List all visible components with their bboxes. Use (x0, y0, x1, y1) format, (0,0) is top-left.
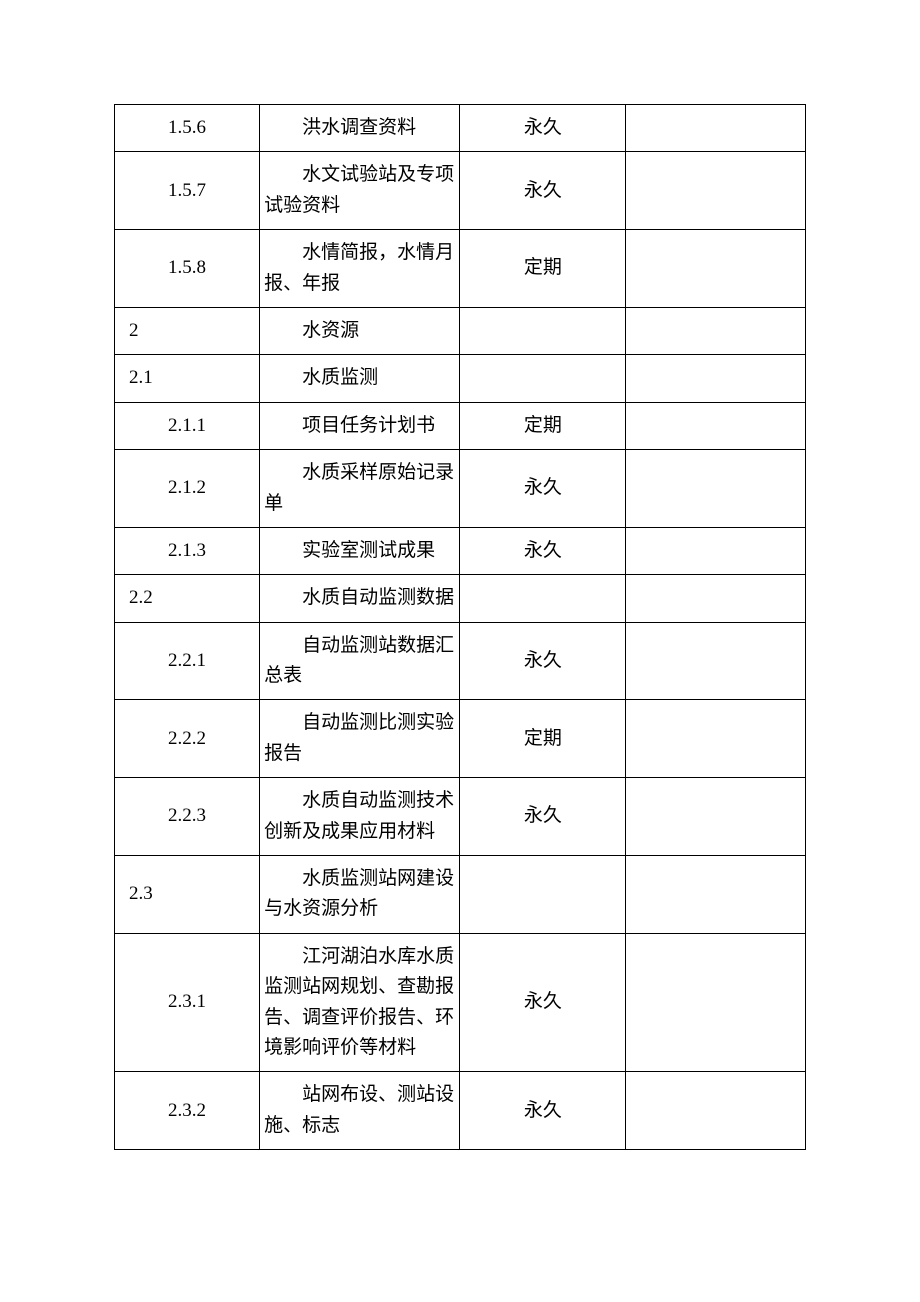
cell-remark (626, 1072, 806, 1150)
cell-remark (626, 856, 806, 934)
cell-remark (626, 402, 806, 449)
cell-period: 永久 (460, 152, 626, 230)
table-row: 2.2.1自动监测站数据汇总表永久 (115, 622, 806, 700)
cell-period (460, 575, 626, 622)
cell-remark (626, 450, 806, 528)
cell-desc: 水质监测站网建设与水资源分析 (260, 856, 460, 934)
cell-period: 永久 (460, 527, 626, 574)
desc-text: 江河湖泊水库水质监测站网规划、查勘报告、调查评价报告、环境影响评价等材料 (264, 942, 455, 1064)
desc-text: 站网布设、测站设施、标志 (264, 1080, 455, 1141)
cell-code: 2 (115, 307, 260, 354)
cell-desc: 项目任务计划书 (260, 402, 460, 449)
table-row: 2.3.2站网布设、测站设施、标志永久 (115, 1072, 806, 1150)
cell-desc: 水质自动监测技术创新及成果应用材料 (260, 778, 460, 856)
desc-text: 水质监测 (264, 363, 378, 393)
cell-desc: 洪水调查资料 (260, 105, 460, 152)
cell-desc: 自动监测比测实验报告 (260, 700, 460, 778)
cell-code: 2.3.1 (115, 933, 260, 1072)
cell-remark (626, 933, 806, 1072)
cell-code: 2.2 (115, 575, 260, 622)
cell-period: 永久 (460, 105, 626, 152)
desc-text: 水情简报，水情月报、年报 (264, 238, 455, 299)
cell-code: 2.2.1 (115, 622, 260, 700)
cell-period: 永久 (460, 622, 626, 700)
table-row: 2.1水质监测 (115, 355, 806, 402)
table-row: 2.3水质监测站网建设与水资源分析 (115, 856, 806, 934)
cell-code: 2.3.2 (115, 1072, 260, 1150)
desc-text: 项目任务计划书 (264, 411, 435, 441)
cell-code: 2.3 (115, 856, 260, 934)
cell-code: 2.2.2 (115, 700, 260, 778)
table-row: 2.2水质自动监测数据 (115, 575, 806, 622)
table-row: 2.1.1项目任务计划书定期 (115, 402, 806, 449)
cell-desc: 水质自动监测数据 (260, 575, 460, 622)
cell-period: 永久 (460, 1072, 626, 1150)
desc-text: 水质自动监测技术创新及成果应用材料 (264, 786, 455, 847)
cell-remark (626, 527, 806, 574)
table-body: 1.5.6洪水调查资料永久1.5.7水文试验站及专项试验资料永久1.5.8水情简… (115, 105, 806, 1150)
cell-period (460, 307, 626, 354)
cell-remark (626, 152, 806, 230)
archive-table: 1.5.6洪水调查资料永久1.5.7水文试验站及专项试验资料永久1.5.8水情简… (114, 104, 806, 1150)
cell-period: 定期 (460, 402, 626, 449)
cell-code: 2.2.3 (115, 778, 260, 856)
cell-remark (626, 778, 806, 856)
cell-remark (626, 105, 806, 152)
desc-text: 水质监测站网建设与水资源分析 (264, 864, 455, 925)
cell-desc: 自动监测站数据汇总表 (260, 622, 460, 700)
cell-code: 1.5.7 (115, 152, 260, 230)
cell-desc: 水质监测 (260, 355, 460, 402)
desc-text: 洪水调查资料 (264, 113, 416, 143)
desc-text: 水资源 (264, 316, 359, 346)
cell-code: 2.1.1 (115, 402, 260, 449)
desc-text: 水文试验站及专项试验资料 (264, 160, 455, 221)
cell-desc: 水文试验站及专项试验资料 (260, 152, 460, 230)
desc-text: 自动监测比测实验报告 (264, 708, 455, 769)
cell-remark (626, 230, 806, 308)
cell-period: 定期 (460, 700, 626, 778)
cell-period: 永久 (460, 933, 626, 1072)
table-row: 1.5.8水情简报，水情月报、年报定期 (115, 230, 806, 308)
table-row: 1.5.6洪水调查资料 永久 (115, 105, 806, 152)
table-row: 2.3.1江河湖泊水库水质监测站网规划、查勘报告、调查评价报告、环境影响评价等材… (115, 933, 806, 1072)
cell-period (460, 355, 626, 402)
cell-period (460, 856, 626, 934)
cell-code: 2.1.3 (115, 527, 260, 574)
table-row: 2.1.3实验室测试成果永久 (115, 527, 806, 574)
desc-text: 水质自动监测数据 (264, 583, 454, 613)
table-row: 2.2.2自动监测比测实验报告定期 (115, 700, 806, 778)
cell-desc: 水情简报，水情月报、年报 (260, 230, 460, 308)
cell-desc: 水质采样原始记录单 (260, 450, 460, 528)
cell-remark (626, 355, 806, 402)
cell-code: 2.1 (115, 355, 260, 402)
table-row: 2.1.2水质采样原始记录单永久 (115, 450, 806, 528)
cell-remark (626, 622, 806, 700)
cell-code: 1.5.8 (115, 230, 260, 308)
cell-period: 定期 (460, 230, 626, 308)
cell-remark (626, 700, 806, 778)
desc-text: 自动监测站数据汇总表 (264, 631, 455, 692)
desc-text: 实验室测试成果 (264, 536, 435, 566)
cell-remark (626, 575, 806, 622)
cell-remark (626, 307, 806, 354)
cell-code: 1.5.6 (115, 105, 260, 152)
table-row: 1.5.7水文试验站及专项试验资料永久 (115, 152, 806, 230)
cell-desc: 水资源 (260, 307, 460, 354)
cell-code: 2.1.2 (115, 450, 260, 528)
cell-period: 永久 (460, 450, 626, 528)
table-row: 2.2.3水质自动监测技术创新及成果应用材料永久 (115, 778, 806, 856)
cell-period: 永久 (460, 778, 626, 856)
cell-desc: 江河湖泊水库水质监测站网规划、查勘报告、调查评价报告、环境影响评价等材料 (260, 933, 460, 1072)
cell-desc: 站网布设、测站设施、标志 (260, 1072, 460, 1150)
table-row: 2水资源 (115, 307, 806, 354)
cell-desc: 实验室测试成果 (260, 527, 460, 574)
desc-text: 水质采样原始记录单 (264, 458, 455, 519)
